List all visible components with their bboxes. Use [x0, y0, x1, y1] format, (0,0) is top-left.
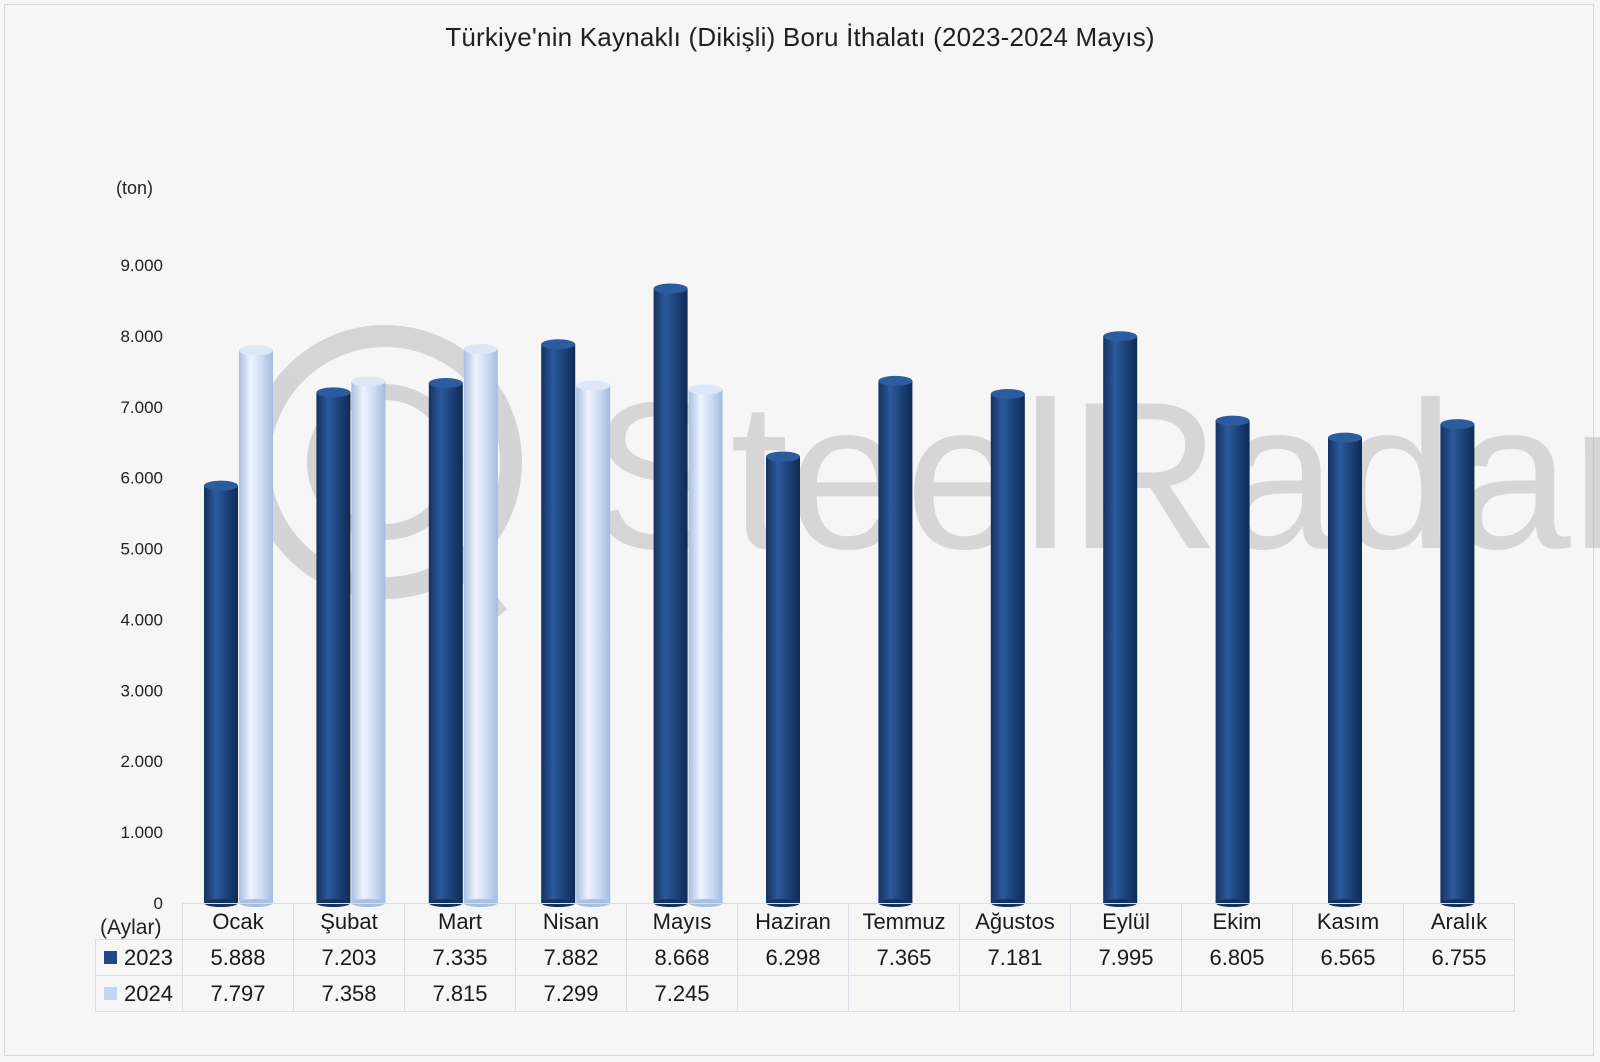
bar-2023-Eylül — [1103, 331, 1138, 907]
y-tick-label: 1.000 — [120, 823, 163, 842]
y-tick-label: 9.000 — [120, 256, 163, 275]
bar-2024-Mart — [463, 344, 498, 907]
bar-2024-Mayıs — [688, 384, 723, 907]
watermark-text: SteelRadar — [590, 358, 1600, 593]
bar-2023-Temmuz — [878, 375, 913, 907]
category-label: Şubat — [293, 903, 405, 940]
data-label — [1181, 975, 1293, 1012]
bar-2023-Aralık — [1440, 419, 1475, 907]
y-tick-label: 6.000 — [120, 469, 163, 488]
data-label: 6.298 — [737, 939, 849, 976]
data-label — [959, 975, 1071, 1012]
x-axis-label: (Aylar) — [100, 916, 162, 939]
data-label: 7.995 — [1070, 939, 1182, 976]
y-tick-label: 2.000 — [120, 752, 163, 771]
legend-swatch-2024 — [104, 986, 117, 1000]
data-label — [848, 975, 960, 1012]
data-label: 7.335 — [404, 939, 516, 976]
data-table: Ocak Şubat Mart Nisan Mayıs Haziran Temmuz Ağus… — [95, 903, 1515, 1012]
y-tick-label: 7.000 — [120, 398, 163, 417]
table-header-row: Ocak Şubat Mart Nisan Mayıs Haziran Temmuz Ağus… — [96, 903, 1515, 940]
legend-entry-2023: 2023 — [95, 939, 183, 976]
data-label — [1070, 975, 1182, 1012]
data-label: 7.203 — [293, 939, 405, 976]
legend-label-2024: 2024 — [124, 980, 173, 1006]
data-label: 7.245 — [626, 975, 738, 1012]
category-label: Ekim — [1181, 903, 1293, 940]
data-label: 7.365 — [848, 939, 960, 976]
bar-2023-Ekim — [1215, 415, 1250, 907]
category-label: Nisan — [515, 903, 627, 940]
bar-2023-Kasım — [1328, 432, 1362, 907]
table-corner — [96, 904, 183, 940]
data-label: 5.888 — [182, 939, 294, 976]
data-label: 6.755 — [1403, 939, 1515, 976]
category-label: Haziran — [737, 903, 849, 940]
data-label: 7.299 — [515, 975, 627, 1012]
data-label: 7.797 — [182, 975, 294, 1012]
bar-2023-Ocak — [204, 480, 238, 907]
category-label: Ocak — [182, 903, 294, 940]
bar-2023-Şubat — [316, 387, 351, 907]
category-label: Mayıs — [626, 903, 738, 940]
y-axis-unit-label: (ton) — [116, 178, 154, 198]
category-label: Kasım — [1292, 903, 1404, 940]
data-label: 7.815 — [404, 975, 516, 1012]
chart-title: Türkiye'nin Kaynaklı (Dikişli) Boru İtha… — [445, 22, 1155, 52]
data-label: 7.358 — [293, 975, 405, 1012]
legend-entry-2024: 2024 — [95, 975, 183, 1012]
table-row-2023: 2023 5.888 7.203 7.335 7.882 8.668 6.298 7.365… — [95, 939, 1515, 976]
bar-2023-Mart — [428, 378, 463, 907]
bar-2023-Mayıs — [653, 283, 688, 907]
y-tick-label: 4.000 — [120, 610, 163, 629]
category-label: Ağustos — [959, 903, 1071, 940]
data-label — [1403, 975, 1515, 1012]
data-label: 7.181 — [959, 939, 1071, 976]
y-tick-label: 8.000 — [120, 327, 163, 346]
table-row-2024: 2024 7.797 7.358 7.815 7.299 7.245 — [95, 975, 1515, 1012]
y-tick-label: 5.000 — [120, 540, 163, 559]
legend-swatch-2023 — [104, 950, 117, 964]
data-label: 6.805 — [1181, 939, 1293, 976]
bar-2024-Şubat — [351, 376, 386, 907]
bar-2023-Ağustos — [990, 388, 1025, 907]
data-label — [1292, 975, 1404, 1012]
y-tick-label: 3.000 — [120, 681, 163, 700]
bar-2023-Nisan — [541, 339, 576, 907]
category-label: Aralık — [1403, 903, 1515, 940]
data-label: 6.565 — [1292, 939, 1404, 976]
data-label: 7.882 — [515, 939, 627, 976]
data-label — [737, 975, 849, 1012]
category-label: Eylül — [1070, 903, 1182, 940]
bar-2023-Haziran — [766, 451, 800, 907]
data-label: 8.668 — [626, 939, 738, 976]
legend-label-2023: 2023 — [124, 944, 173, 970]
y-tick-label: 0 — [154, 894, 163, 913]
category-label: Temmuz — [848, 903, 960, 940]
bar-2024-Nisan — [576, 380, 611, 907]
category-label: Mart — [404, 903, 516, 940]
bar-2024-Ocak — [239, 345, 273, 907]
